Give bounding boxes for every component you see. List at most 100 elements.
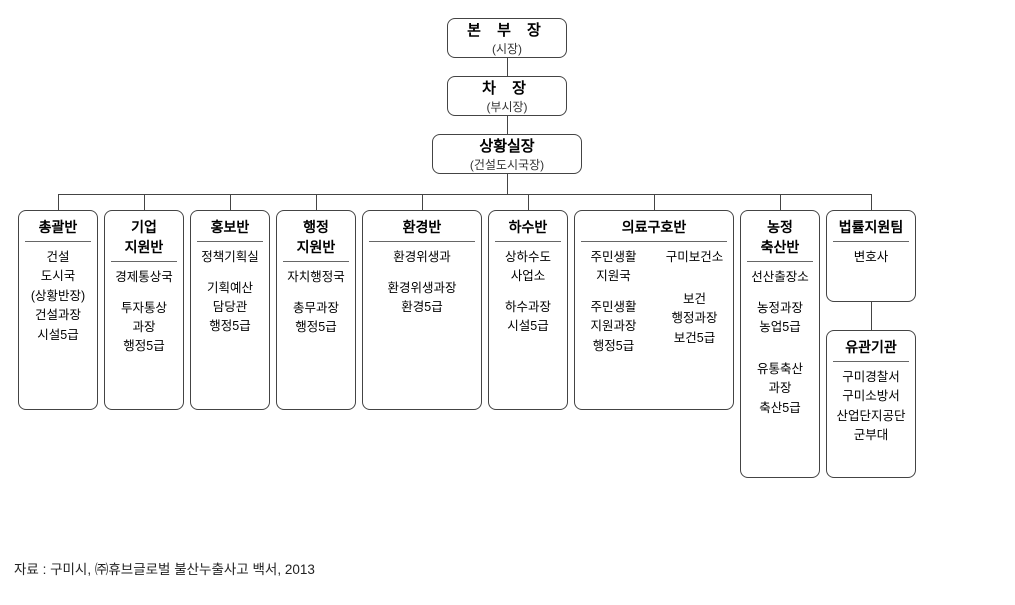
team-line: 지원국 [577, 267, 650, 286]
deputy-sub: (부시장) [486, 98, 527, 115]
divider-line [369, 241, 475, 242]
team-line: 주민생활 [577, 248, 650, 267]
team-line [279, 287, 353, 298]
team-line: 환경위생과장 [365, 279, 479, 298]
team-subcolumn: 구미보건소 보건행정과장보건5급 [658, 248, 731, 356]
team-body: 주민생활지원국 주민생활지원과장행정5급구미보건소 보건행정과장보건5급 [575, 248, 733, 364]
connector-line [507, 174, 508, 194]
team-line: 상하수도 [491, 248, 565, 267]
team-line: 행정5급 [279, 318, 353, 337]
team-line: 과장 [107, 318, 181, 337]
team-node: 의료구호반주민생활지원국 주민생활지원과장행정5급구미보건소 보건행정과장보건5… [574, 210, 734, 410]
team-line [743, 287, 817, 298]
team-line: 건설 [21, 248, 95, 267]
team-line: 행정5급 [193, 317, 267, 336]
team-node: 법률지원팀변호사 [826, 210, 916, 302]
team-line [577, 287, 650, 298]
team-title: 행정 지원반 [277, 211, 355, 261]
divider-line [747, 261, 813, 262]
team-line: (상황반장) [21, 287, 95, 306]
connector-line [58, 194, 59, 210]
team-line: 지원과장 [577, 317, 650, 336]
divider-line [833, 361, 909, 362]
situation-node: 상황실장 (건설도시국장) [432, 134, 582, 174]
team-line: 축산5급 [743, 399, 817, 418]
related-orgs-body: 구미경찰서 구미소방서 산업단지공단 군부대 [827, 368, 915, 454]
team-line: 하수과장 [491, 298, 565, 317]
connector-line [144, 194, 145, 210]
team-title: 농정 축산반 [741, 211, 819, 261]
team-line: 총무과장 [279, 299, 353, 318]
connector-line [780, 194, 781, 210]
connector-line [507, 116, 508, 134]
team-line: 도시국 [21, 267, 95, 286]
related-org-item: 군부대 [829, 426, 913, 445]
team-line [107, 287, 181, 298]
related-orgs-title: 유관기관 [827, 331, 915, 361]
team-title: 하수반 [489, 211, 567, 241]
team-title: 총괄반 [19, 211, 97, 241]
team-line [491, 287, 565, 298]
situation-sub: (건설도시국장) [470, 156, 544, 173]
situation-title: 상황실장 [479, 135, 534, 156]
team-line: 담당관 [193, 298, 267, 317]
team-node: 하수반상하수도사업소 하수과장시설5급 [488, 210, 568, 410]
team-body: 정책기획실 기획예산담당관행정5급 [191, 248, 269, 345]
team-body: 선산출장소 농정과장농업5급 유통축산과장축산5급 [741, 268, 819, 426]
hq-chief-sub: (시장) [492, 40, 522, 57]
related-orgs-node: 유관기관 구미경찰서 구미소방서 산업단지공단 군부대 [826, 330, 916, 478]
divider-line [833, 241, 909, 242]
divider-line [283, 261, 349, 262]
team-line: 행정5급 [577, 337, 650, 356]
team-line [743, 349, 817, 360]
deputy-title: 차 장 [482, 77, 532, 98]
connector-line [871, 194, 872, 210]
divider-line [25, 241, 91, 242]
team-line [365, 267, 479, 278]
team-node: 기업 지원반경제통상국 투자통상과장행정5급 [104, 210, 184, 410]
divider-line [581, 241, 727, 242]
connector-line [422, 194, 423, 210]
connector-hbar [58, 194, 871, 195]
deputy-node: 차 장 (부시장) [447, 76, 567, 116]
connector-line [528, 194, 529, 210]
team-title: 의료구호반 [575, 211, 733, 241]
divider-line [197, 241, 263, 242]
connector-line [507, 58, 508, 76]
divider-line [111, 261, 177, 262]
team-line: 보건 [658, 290, 731, 309]
team-body: 변호사 [827, 248, 915, 275]
team-subcolumn: 주민생활지원국 주민생활지원과장행정5급 [577, 248, 650, 356]
team-body: 건설도시국(상황반장)건설과장시설5급 [19, 248, 97, 353]
team-line: 주민생활 [577, 298, 650, 317]
connector-line [316, 194, 317, 210]
team-body: 상하수도사업소 하수과장시설5급 [489, 248, 567, 345]
team-body: 환경위생과 환경위생과장환경5급 [363, 248, 481, 325]
team-line [658, 279, 731, 290]
team-line: 유통축산 [743, 360, 817, 379]
hq-chief-title: 본 부 장 [467, 19, 547, 40]
team-title: 법률지원팀 [827, 211, 915, 241]
team-line: 시설5급 [21, 326, 95, 345]
team-node: 총괄반건설도시국(상황반장)건설과장시설5급 [18, 210, 98, 410]
divider-line [495, 241, 561, 242]
team-node: 농정 축산반선산출장소 농정과장농업5급 유통축산과장축산5급 [740, 210, 820, 478]
team-line: 행정과장 [658, 309, 731, 328]
team-line: 사업소 [491, 267, 565, 286]
related-org-item: 구미경찰서 [829, 368, 913, 387]
team-node: 홍보반정책기획실 기획예산담당관행정5급 [190, 210, 270, 410]
team-line [193, 267, 267, 278]
source-citation: 자료 : 구미시, ㈜휴브글로벌 불산누출사고 백서, 2013 [14, 558, 315, 578]
connector-line [230, 194, 231, 210]
connector-line [871, 302, 872, 330]
team-line: 농정과장 [743, 299, 817, 318]
related-org-item: 구미소방서 [829, 387, 913, 406]
team-body: 자치행정국 총무과장행정5급 [277, 268, 355, 345]
team-title: 기업 지원반 [105, 211, 183, 261]
team-title: 홍보반 [191, 211, 269, 241]
team-line: 행정5급 [107, 337, 181, 356]
hq-chief-node: 본 부 장 (시장) [447, 18, 567, 58]
team-line: 과장 [743, 379, 817, 398]
team-node: 행정 지원반자치행정국 총무과장행정5급 [276, 210, 356, 410]
team-node: 환경반환경위생과 환경위생과장환경5급 [362, 210, 482, 410]
